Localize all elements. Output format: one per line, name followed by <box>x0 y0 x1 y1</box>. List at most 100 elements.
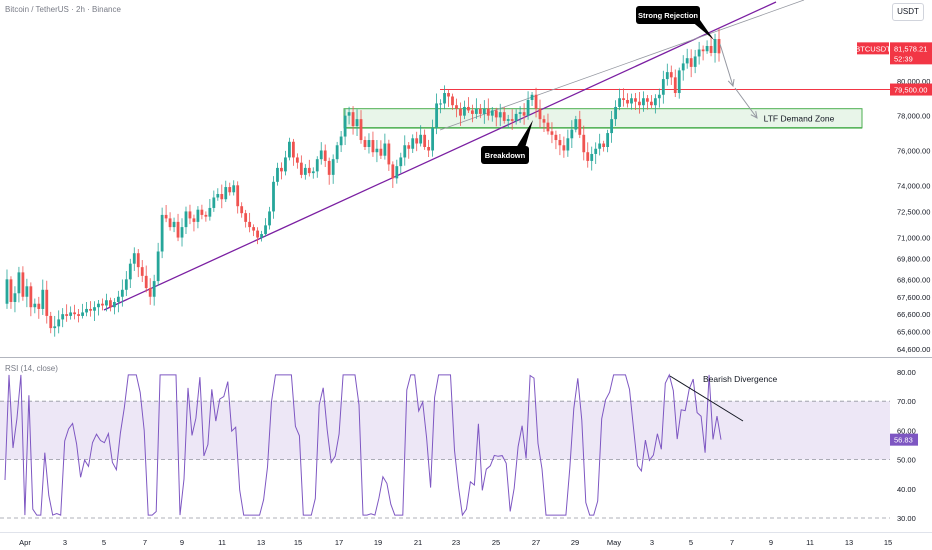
candle-body <box>522 112 526 116</box>
candle-body <box>371 140 375 153</box>
channel-line <box>439 0 805 131</box>
candle-body <box>53 326 57 329</box>
projection-arrow-1 <box>719 43 734 87</box>
rsi-line <box>4 373 722 517</box>
candle-body <box>399 157 403 167</box>
candle-body <box>65 314 69 316</box>
candle-body <box>661 79 665 95</box>
candle-body <box>93 307 96 311</box>
candle-body <box>419 134 423 144</box>
candle-body <box>598 143 602 149</box>
candle-body <box>148 288 152 297</box>
candle-body <box>236 185 240 207</box>
candle-body <box>25 286 29 297</box>
candle-body <box>510 119 514 121</box>
candle-body <box>677 70 681 94</box>
candle-body <box>156 251 160 282</box>
candle-body <box>478 108 482 114</box>
time-tick-label: 11 <box>806 538 814 547</box>
candle-body <box>73 312 77 315</box>
candle-body <box>276 167 279 182</box>
candle-body <box>97 303 100 308</box>
last-price-badge <box>890 42 932 65</box>
candle-body <box>299 162 303 175</box>
price-tick-label: 66,600.00 <box>897 310 930 319</box>
candle-body <box>112 301 116 308</box>
candle-body <box>355 119 359 127</box>
rsi-tick-label: 80.00 <box>897 368 916 377</box>
candle-body <box>347 112 351 116</box>
candle-body <box>77 314 80 316</box>
candle-body <box>359 119 363 141</box>
time-tick-label: 13 <box>257 538 265 547</box>
rsi-value-badge <box>890 433 918 446</box>
rising-trendline <box>103 1 777 311</box>
candle-body <box>431 127 435 151</box>
candle-body <box>602 143 606 147</box>
candle-body <box>307 167 311 174</box>
candle-body <box>319 150 323 160</box>
candle-body <box>474 108 478 114</box>
candle-body <box>387 143 391 165</box>
price-tick-label: 72,500.00 <box>897 207 930 216</box>
candle-body <box>212 197 216 208</box>
candle-body <box>144 275 148 289</box>
candle-body <box>657 94 661 99</box>
candle-body <box>69 312 73 316</box>
price-tick-label: 76,000.00 <box>897 146 930 155</box>
candle-body <box>494 110 498 118</box>
candle-body <box>116 296 120 302</box>
candle-body <box>689 58 693 67</box>
candle-body <box>45 289 49 316</box>
candle-body <box>534 94 538 109</box>
candle-body <box>327 160 331 175</box>
currency-button[interactable]: USDT <box>892 3 924 21</box>
candle-body <box>439 103 442 105</box>
candle-body <box>280 167 283 172</box>
projection-arrow-2 <box>734 87 758 119</box>
candle-body <box>351 112 355 127</box>
candle-body <box>705 46 709 52</box>
candle-body <box>57 319 61 327</box>
candle-body <box>558 140 562 146</box>
strong-rejection-callout: Strong Rejection <box>636 6 714 40</box>
rsi-title: RSI (14, close) <box>5 364 58 373</box>
candle-body <box>89 308 92 311</box>
candle-body <box>208 207 212 217</box>
candle-body <box>21 272 25 297</box>
candle-body <box>574 119 578 130</box>
candle-body <box>638 101 641 106</box>
candle-body <box>514 113 518 121</box>
candle-body <box>566 138 570 151</box>
candle-body <box>622 98 625 100</box>
time-tick-label: 9 <box>769 538 773 547</box>
candle-body <box>606 133 610 147</box>
candle-body <box>486 108 490 116</box>
price-tick-label: 65,600.00 <box>897 328 930 337</box>
candle-body <box>502 112 506 121</box>
candle-body <box>335 145 339 160</box>
candle-body <box>288 141 291 158</box>
time-tick-label: May <box>607 538 621 547</box>
candle-body <box>586 152 590 161</box>
candle-body <box>383 143 387 156</box>
candle-body <box>403 145 407 158</box>
rsi-tick-label: 70.00 <box>897 397 916 406</box>
candle-body <box>506 119 510 121</box>
candle-body <box>184 211 188 228</box>
candle-body <box>685 58 689 64</box>
time-tick-label: 15 <box>294 538 302 547</box>
candle-body <box>200 209 204 215</box>
candle-body <box>447 93 450 97</box>
candle-body <box>303 167 307 175</box>
candle-body <box>693 56 697 67</box>
projection-arrow-1-head <box>727 79 735 88</box>
candle-body <box>634 98 637 102</box>
strong-rejection-callout-box <box>636 6 700 24</box>
price-tick-label: 78,000.00 <box>897 112 930 121</box>
candle-body <box>168 218 172 228</box>
candle-body <box>176 221 180 238</box>
candle-body <box>546 122 550 132</box>
rsi-tick-label: 60.00 <box>897 426 916 435</box>
